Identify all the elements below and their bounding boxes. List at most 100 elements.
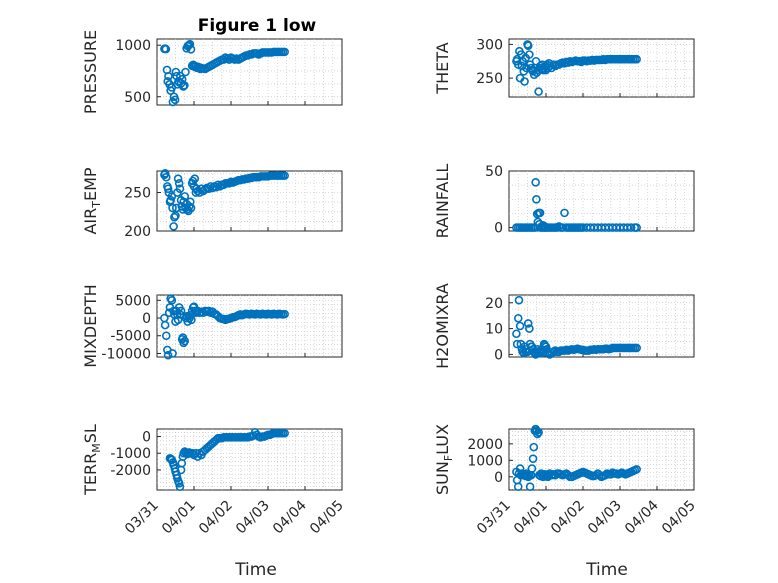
- data-point-mixdepth: [280, 309, 289, 319]
- y-axis-label-sun_flux: SUNFLUX: [433, 424, 455, 495]
- data-point-sun_flux: [632, 465, 641, 474]
- data-point-h2omixra: [512, 339, 522, 349]
- y-axis-label-pressure: PRESSURE: [81, 30, 100, 114]
- data-point-rainfall: [531, 178, 540, 187]
- data-point-mixdepth: [176, 306, 186, 316]
- y-tick-label: 0: [142, 430, 151, 446]
- data-point-air_temp: [175, 184, 185, 193]
- data-point-air_temp: [168, 203, 177, 213]
- data-point-h2omixra: [632, 343, 641, 353]
- data-point-air_temp: [224, 179, 234, 188]
- data-point-pressure: [164, 71, 173, 81]
- panel-terr_msl: -2000-10000 03/3104/0104/0204/0304/0404/0…: [81, 424, 347, 537]
- x-tick-label: 03/31: [474, 498, 514, 538]
- x-tick-label: 04/05: [307, 498, 347, 538]
- data-point-sun_flux: [513, 482, 523, 492]
- y-tick-label: -1000: [110, 446, 151, 462]
- data-point-pressure: [180, 81, 189, 90]
- data-point-mixdepth: [163, 350, 173, 360]
- y-tick-label: 2000: [467, 437, 503, 453]
- y-axis-label-air_temp: AIRTEMP: [81, 167, 103, 234]
- data-point-air_temp: [169, 222, 178, 231]
- data-point-terr_msl: [280, 428, 289, 438]
- data-point-h2omixra: [523, 319, 533, 328]
- data-point-pressure: [178, 82, 188, 91]
- data-point-sun_flux: [534, 427, 543, 437]
- y-tick-label: 500: [124, 90, 151, 106]
- data-point-mixdepth: [160, 320, 170, 330]
- y-axis-label-rainfall: RAINFALL: [433, 164, 452, 239]
- data-point-theta: [525, 50, 534, 59]
- y-tick-label: 0: [142, 311, 151, 327]
- y-tick-label: 250: [124, 186, 151, 202]
- data-point-sun_flux: [525, 482, 535, 492]
- y-axis-label-theta: THETA: [433, 42, 452, 94]
- data-point-mixdepth: [168, 349, 177, 358]
- data-point-pressure: [161, 44, 171, 54]
- data-point-mixdepth: [187, 315, 196, 325]
- data-point-h2omixra: [514, 295, 524, 305]
- data-point-air_temp: [167, 192, 177, 201]
- y-tick-label: 300: [476, 37, 503, 53]
- data-point-air_temp: [280, 171, 289, 180]
- y-tick-label: 5000: [115, 293, 151, 309]
- x-tick-label: 04/03: [585, 498, 625, 538]
- y-tick-label: 0: [494, 470, 503, 486]
- y-tick-label: 1000: [115, 38, 151, 54]
- data-point-mixdepth: [180, 336, 190, 346]
- data-point-terr_msl: [174, 479, 184, 488]
- y-tick-label: 10: [485, 322, 503, 338]
- x-tick-label: 04/02: [196, 498, 236, 538]
- data-point-rainfall: [560, 208, 569, 218]
- panel-theta: 250 300 THETA: [433, 37, 695, 98]
- panel-h2omixra: 0 10 20 H2OMIXRA: [433, 283, 695, 369]
- data-point-rainfall: [632, 223, 641, 232]
- x-tick-label: 04/01: [511, 498, 551, 538]
- panel-mixdepth: -10000-5000 0 5000 MIXDEPTH: [81, 284, 343, 368]
- data-point-h2omixra: [525, 324, 534, 333]
- y-tick-label: 20: [485, 296, 503, 312]
- y-axis-label-mixdepth: MIXDEPTH: [81, 284, 100, 367]
- y-tick-label: 250: [476, 71, 503, 87]
- data-point-rainfall: [532, 195, 541, 204]
- x-axis-label-right: Time: [585, 560, 628, 580]
- y-tick-label: 200: [124, 224, 151, 240]
- data-point-air_temp: [190, 174, 200, 183]
- panel-pressure: 500 1000 PRESSURE: [81, 30, 343, 114]
- data-point-h2omixra: [513, 313, 523, 323]
- data-point-air_temp: [161, 172, 171, 182]
- data-point-mixdepth: [173, 315, 183, 325]
- data-point-air_temp: [163, 184, 173, 193]
- data-point-h2omixra: [515, 321, 525, 331]
- x-tick-label: 04/04: [270, 497, 310, 537]
- y-axis-label-h2omixra: H2OMIXRA: [433, 283, 452, 369]
- x-tick-label: 04/03: [233, 498, 273, 538]
- data-point-pressure: [181, 67, 190, 77]
- y-tick-label: -2000: [110, 463, 151, 479]
- data-point-air_temp: [160, 169, 170, 178]
- x-tick-label: 03/31: [122, 498, 162, 538]
- data-point-mixdepth: [161, 331, 171, 341]
- panel-air_temp: 200 250 AIRTEMP: [81, 167, 343, 240]
- y-tick-label: -5000: [110, 329, 151, 345]
- data-point-pressure: [168, 97, 178, 107]
- data-point-air_temp: [166, 195, 175, 205]
- data-point-theta: [531, 56, 541, 66]
- y-tick-label: -10000: [101, 346, 151, 362]
- data-point-theta: [632, 54, 641, 64]
- data-point-pressure: [186, 45, 196, 54]
- x-tick-label: 04/04: [622, 497, 662, 537]
- data-point-sun_flux: [527, 464, 537, 473]
- data-point-air_temp: [188, 176, 198, 186]
- data-point-pressure: [170, 95, 180, 105]
- y-tick-label: 0: [494, 347, 503, 363]
- y-tick-label: 1000: [467, 453, 503, 469]
- data-point-h2omixra: [512, 329, 521, 339]
- data-point-mixdepth: [167, 296, 177, 305]
- data-point-theta: [520, 77, 529, 86]
- data-point-theta: [534, 87, 543, 96]
- data-point-rainfall: [626, 223, 636, 232]
